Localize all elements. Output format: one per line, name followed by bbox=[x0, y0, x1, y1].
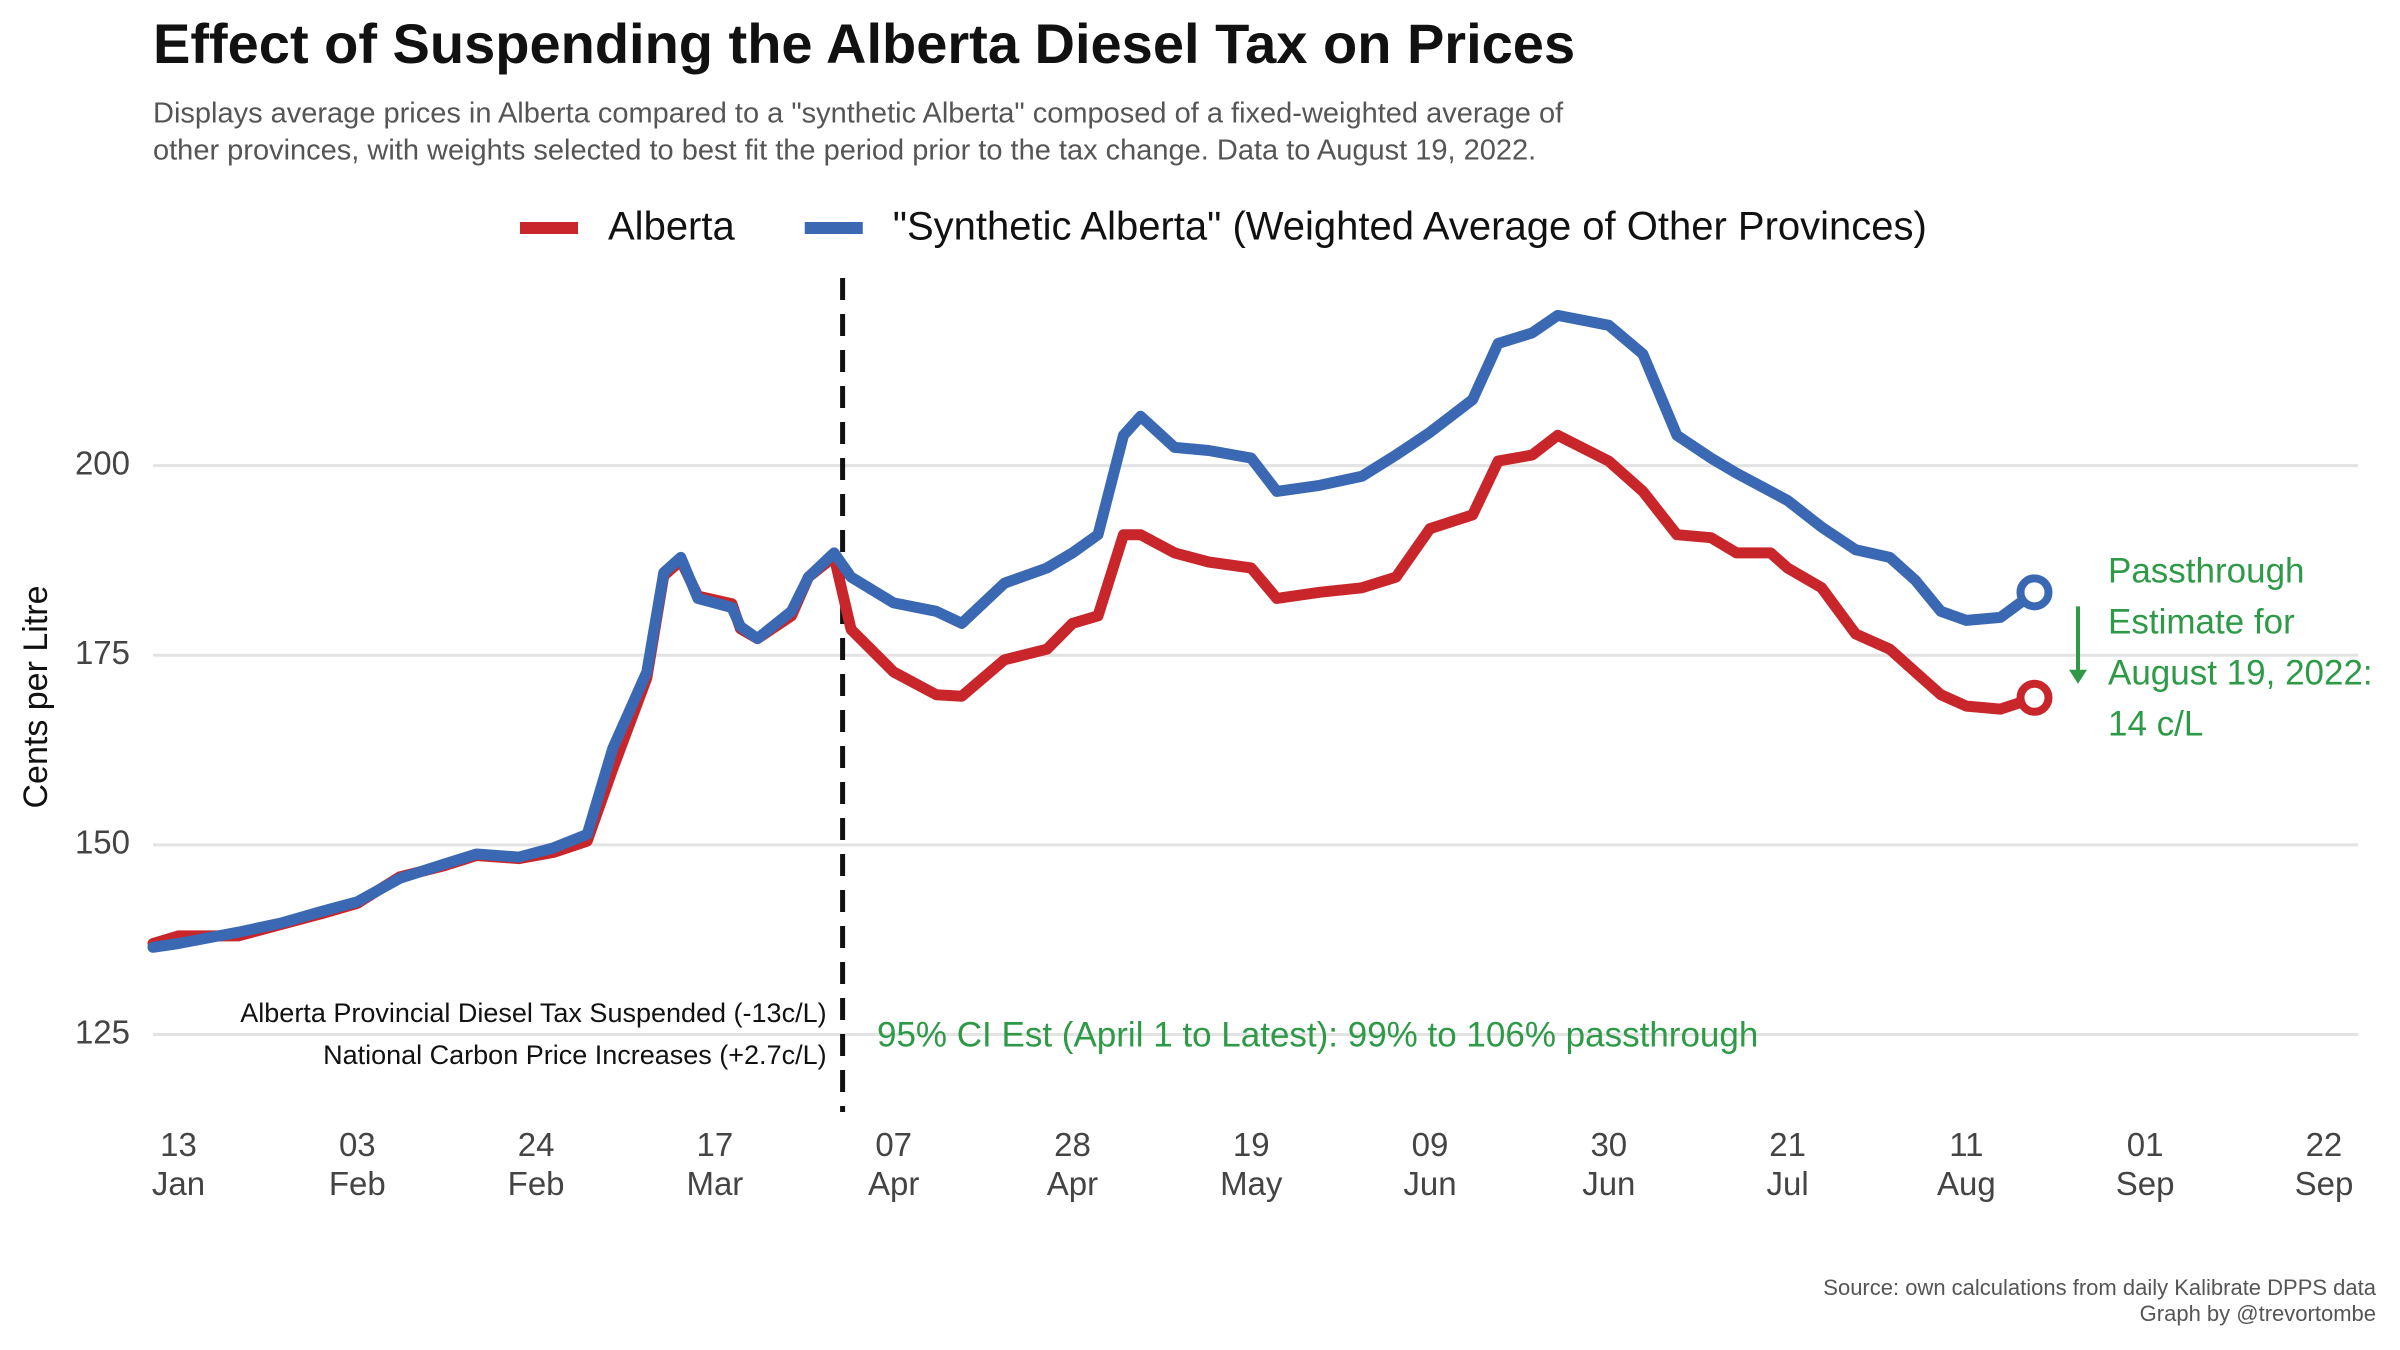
y-tick-label: 125 bbox=[75, 1013, 130, 1050]
event-label: National Carbon Price Increases (+2.7c/L… bbox=[323, 1040, 827, 1070]
x-tick-label: 13 Jan bbox=[152, 1126, 205, 1202]
source-note: Graph by @trevortombe bbox=[2140, 1301, 2376, 1326]
x-tick-label: 28 Apr bbox=[1047, 1126, 1098, 1202]
legend-label: Alberta bbox=[608, 205, 735, 249]
series-line bbox=[147, 309, 2040, 953]
x-tick-label: 24 Feb bbox=[508, 1126, 565, 1202]
latest-point bbox=[2016, 574, 2053, 611]
ci-note: 95% CI Est (April 1 to Latest): 99% to 1… bbox=[877, 1015, 1758, 1054]
latest-point bbox=[2016, 679, 2053, 716]
x-tick-label: 22 Sep bbox=[2295, 1126, 2354, 1202]
legend-label: "Synthetic Alberta" (Weighted Average of… bbox=[893, 205, 1927, 249]
y-axis-title: Cents per Litre bbox=[17, 586, 55, 809]
x-tick-label: 01 Sep bbox=[2116, 1126, 2175, 1202]
passthrough-note: Passthrough bbox=[2108, 551, 2305, 590]
event-label: Alberta Provincial Diesel Tax Suspended … bbox=[240, 998, 826, 1028]
x-tick-label: 11 Aug bbox=[1937, 1126, 1996, 1202]
x-tick-label: 17 Mar bbox=[686, 1126, 743, 1202]
x-tick-label: 30 Jun bbox=[1582, 1126, 1635, 1202]
passthrough-note: Estimate for bbox=[2108, 602, 2295, 641]
x-tick-label: 19 May bbox=[1220, 1126, 1283, 1202]
y-tick-label: 150 bbox=[75, 824, 130, 861]
arrow-head bbox=[2069, 669, 2087, 684]
passthrough-note: 14 c/L bbox=[2108, 704, 2203, 743]
chart-title: Effect of Suspending the Alberta Diesel … bbox=[153, 12, 1575, 75]
source-note: Source: own calculations from daily Kali… bbox=[1823, 1275, 2376, 1300]
passthrough-note: August 19, 2022: bbox=[2108, 653, 2373, 692]
y-tick-label: 175 bbox=[75, 634, 130, 671]
chart-subtitle: other provinces, with weights selected t… bbox=[153, 135, 1536, 167]
chart-subtitle: Displays average prices in Alberta compa… bbox=[153, 98, 1564, 130]
x-tick-label: 21 Jul bbox=[1767, 1126, 1809, 1202]
x-tick-label: 07 Apr bbox=[868, 1126, 919, 1202]
x-tick-label: 09 Jun bbox=[1403, 1126, 1456, 1202]
x-tick-label: 03 Feb bbox=[329, 1126, 386, 1202]
y-tick-label: 200 bbox=[75, 444, 130, 481]
